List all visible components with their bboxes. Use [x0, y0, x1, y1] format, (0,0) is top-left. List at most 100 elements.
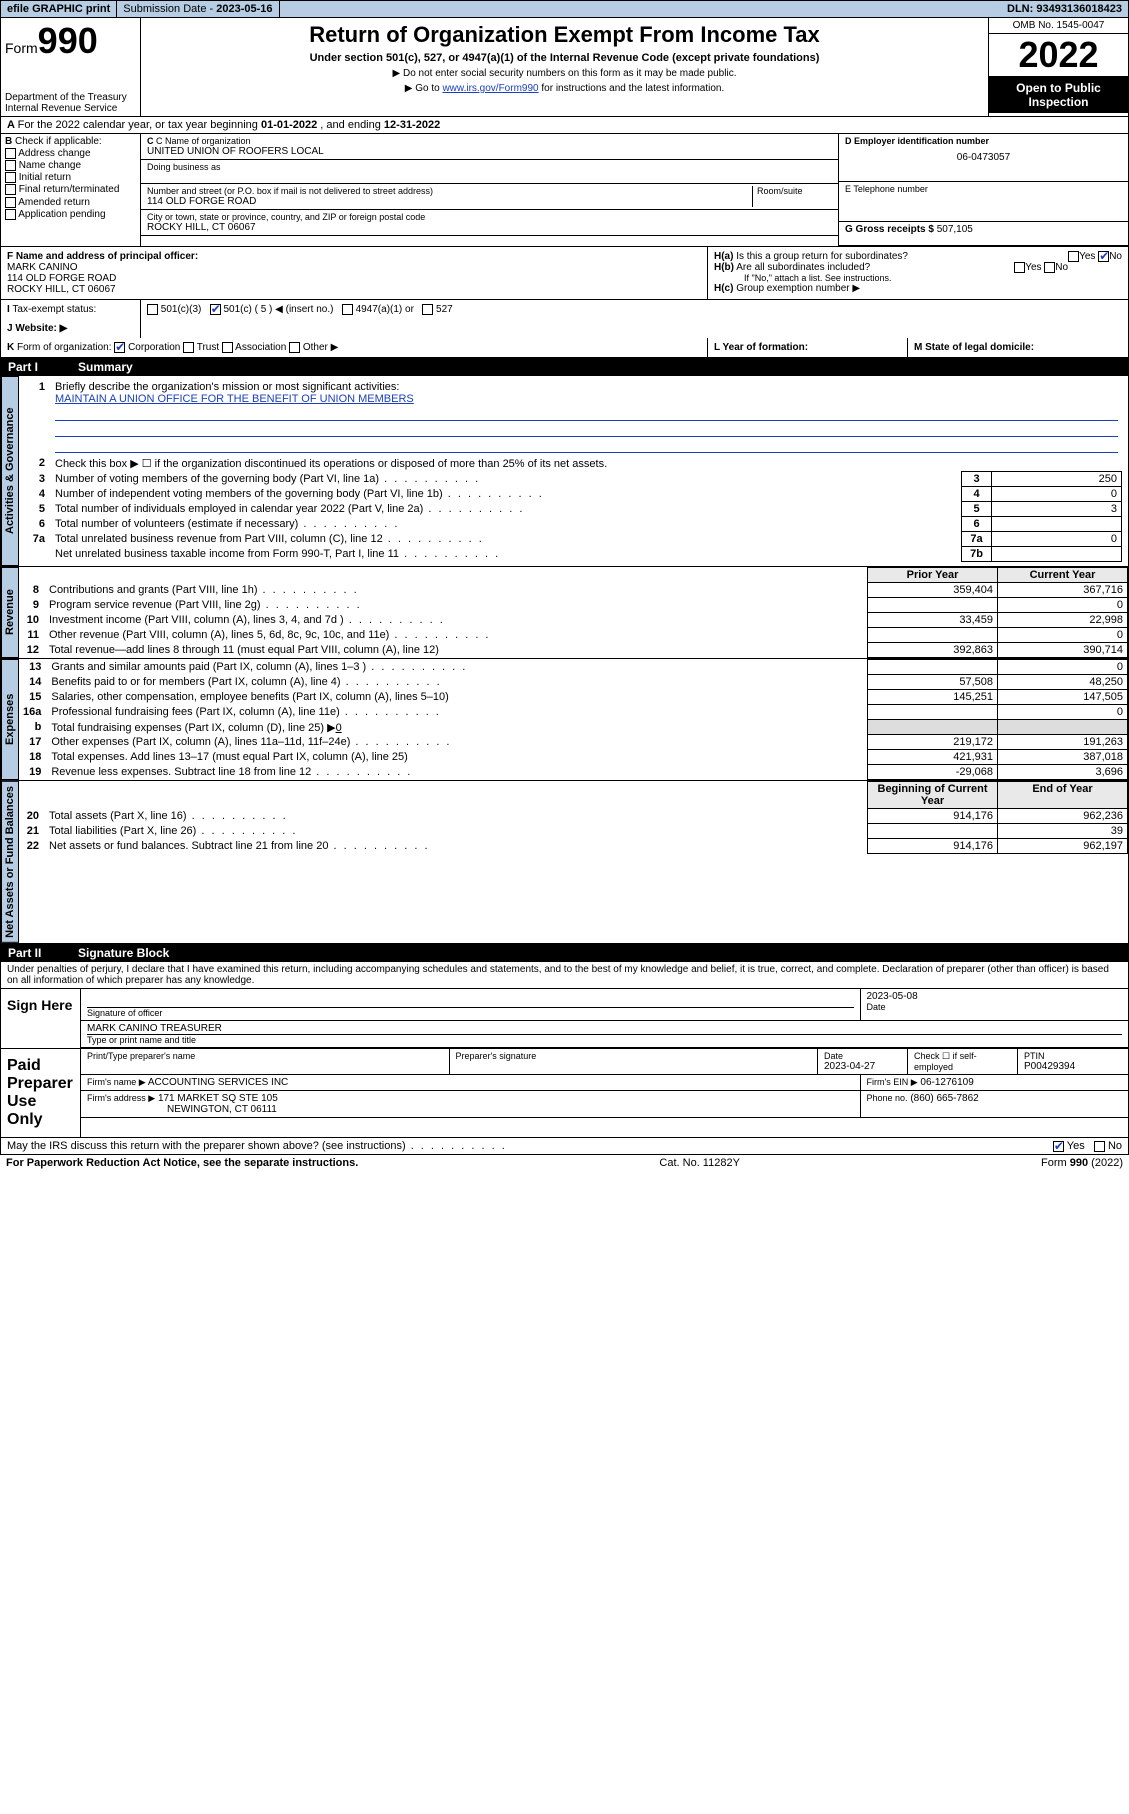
chk-501c3[interactable]	[147, 304, 158, 315]
form-ref: Form 990 (2022)	[1041, 1157, 1123, 1169]
ha-text: Is this a group return for subordinates?	[736, 251, 908, 262]
chk-lbl-3: Final return/terminated	[19, 185, 120, 196]
ha-yes[interactable]	[1068, 251, 1079, 262]
k-form-org: K Form of organization: Corporation Trus…	[1, 338, 708, 357]
col-c-org-info: C C Name of organization UNITED UNION OF…	[141, 134, 838, 246]
c11: 0	[998, 628, 1128, 643]
l-year-formation: L Year of formation:	[708, 338, 908, 357]
part2-num: Part II	[8, 946, 78, 960]
goto-link: Go to www.irs.gov/Form990 for instructio…	[147, 83, 982, 94]
p22: 914,176	[868, 839, 998, 854]
hb-yes[interactable]	[1014, 262, 1025, 273]
p8: 359,404	[868, 583, 998, 598]
yes-lbl2: Yes	[1025, 262, 1041, 273]
part1-header: Part I Summary	[0, 358, 1129, 376]
hdr-begin: Beginning of Current Year	[868, 782, 998, 809]
opt-501c: 501(c) ( 5 ) ◀ (insert no.)	[223, 304, 333, 315]
chk-501c[interactable]	[210, 304, 221, 315]
hb-text: Are all subordinates included?	[736, 262, 870, 273]
c22: 962,197	[998, 839, 1128, 854]
discuss-yes-lbl: Yes	[1067, 1140, 1085, 1152]
i-opts: 501(c)(3) 501(c) ( 5 ) ◀ (insert no.) 49…	[141, 300, 1128, 338]
org-name-lbl: C C Name of organization	[147, 136, 832, 146]
chk-name-change[interactable]: Name change	[5, 160, 136, 171]
chk-lbl-2: Initial return	[19, 172, 71, 183]
section-expenses: Expenses 13Grants and similar amounts pa…	[0, 658, 1129, 780]
room-lbl: Room/suite	[757, 186, 832, 196]
chk-initial-return[interactable]: Initial return	[5, 172, 136, 183]
part1-title: Summary	[78, 360, 133, 374]
topbar: efile GRAPHIC print Submission Date - 20…	[0, 0, 1129, 18]
netassets-table: Beginning of Current YearEnd of Year 20T…	[19, 781, 1128, 854]
chk-lbl-1: Name change	[19, 160, 81, 171]
c10: 22,998	[998, 613, 1128, 628]
p11	[868, 628, 998, 643]
l17: Other expenses (Part IX, column (A), lin…	[47, 735, 867, 750]
p16a	[868, 705, 998, 720]
c13: 0	[998, 660, 1128, 675]
l8: Contributions and grants (Part VIII, lin…	[45, 583, 868, 598]
opt-527: 527	[436, 304, 453, 315]
chk-amended[interactable]: Amended return	[5, 197, 136, 208]
name-title-lbl: Type or print name and title	[87, 1034, 1122, 1045]
topbar-spacer	[280, 1, 1002, 17]
sig-date-cell: 2023-05-08 Date	[861, 989, 1129, 1020]
dln-value: 93493136018423	[1036, 3, 1122, 15]
chk-final-return[interactable]: Final return/terminated	[5, 184, 136, 195]
form-number-big: 990	[38, 20, 98, 61]
ein-box: D Employer identification number 06-0473…	[839, 134, 1128, 182]
p10: 33,459	[868, 613, 998, 628]
addr-lbl: Number and street (or P.O. box if mail i…	[147, 186, 752, 196]
chk-other[interactable]	[289, 342, 300, 353]
cat-no: Cat. No. 11282Y	[659, 1157, 740, 1169]
discuss-no-lbl: No	[1108, 1140, 1122, 1152]
part2-header: Part II Signature Block	[0, 944, 1129, 962]
hdr-current: Current Year	[998, 568, 1128, 583]
l15: Salaries, other compensation, employee b…	[47, 690, 867, 705]
form-prefix: Form	[5, 40, 38, 56]
opt-501c3: 501(c)(3)	[161, 304, 202, 315]
l16b: Total fundraising expenses (Part IX, col…	[47, 720, 867, 735]
val3: 250	[992, 472, 1122, 487]
firm-phone-cell: Phone no. (860) 665-7862	[861, 1091, 1129, 1117]
l16b-val: 0	[336, 722, 342, 734]
c-name-lbl: C Name of organization	[156, 136, 251, 146]
chk-trust[interactable]	[183, 342, 194, 353]
pt-selfemp-cell: Check ☐ if self-employed	[908, 1049, 1018, 1074]
dept-treasury: Department of the Treasury	[5, 92, 136, 103]
chk-corp[interactable]	[114, 342, 125, 353]
a-pre: For the 2022 calendar year, or tax year …	[18, 119, 261, 131]
city-box: City or town, state or province, country…	[141, 210, 838, 236]
c20: 962,236	[998, 809, 1128, 824]
preparer-name-cell: Print/Type preparer's name	[81, 1049, 450, 1074]
val6	[992, 517, 1122, 532]
hb-no[interactable]	[1044, 262, 1055, 273]
chk-assoc[interactable]	[222, 342, 233, 353]
chk-address-change[interactable]: Address change	[5, 148, 136, 159]
chk-4947[interactable]	[342, 304, 353, 315]
submission-date: Submission Date - 2023-05-16	[117, 1, 279, 17]
gross-val: 507,105	[937, 224, 973, 235]
a-end: 12-31-2022	[384, 119, 440, 131]
h-a: H(a) Is this a group return for subordin…	[714, 251, 1122, 262]
l12: Total revenue—add lines 8 through 11 (mu…	[45, 643, 868, 658]
line7a: Total unrelated business revenue from Pa…	[51, 532, 962, 547]
pt-sig-lbl: Preparer's signature	[456, 1051, 812, 1061]
chk-app-pending[interactable]: Application pending	[5, 209, 136, 220]
chk-lbl-5: Application pending	[18, 209, 105, 220]
c12: 390,714	[998, 643, 1128, 658]
chk-527[interactable]	[422, 304, 433, 315]
efile-label[interactable]: efile GRAPHIC print	[1, 1, 117, 17]
discuss-yes[interactable]	[1053, 1141, 1064, 1152]
row-a-tax-year: A For the 2022 calendar year, or tax yea…	[0, 117, 1129, 134]
vtab-revenue: Revenue	[1, 567, 19, 658]
principal-officer: F Name and address of principal officer:…	[1, 247, 708, 299]
irs-link[interactable]: www.irs.gov/Form990	[442, 83, 538, 94]
ha-no[interactable]	[1098, 251, 1109, 262]
l1-text: Briefly describe the organization's miss…	[55, 381, 399, 393]
goto-pre: Go to	[415, 83, 442, 94]
discuss-no[interactable]	[1094, 1141, 1105, 1152]
discuss-q: May the IRS discuss this return with the…	[7, 1140, 507, 1152]
preparer-sig-cell: Preparer's signature	[450, 1049, 819, 1074]
k-lbl: Form of organization:	[17, 342, 112, 353]
